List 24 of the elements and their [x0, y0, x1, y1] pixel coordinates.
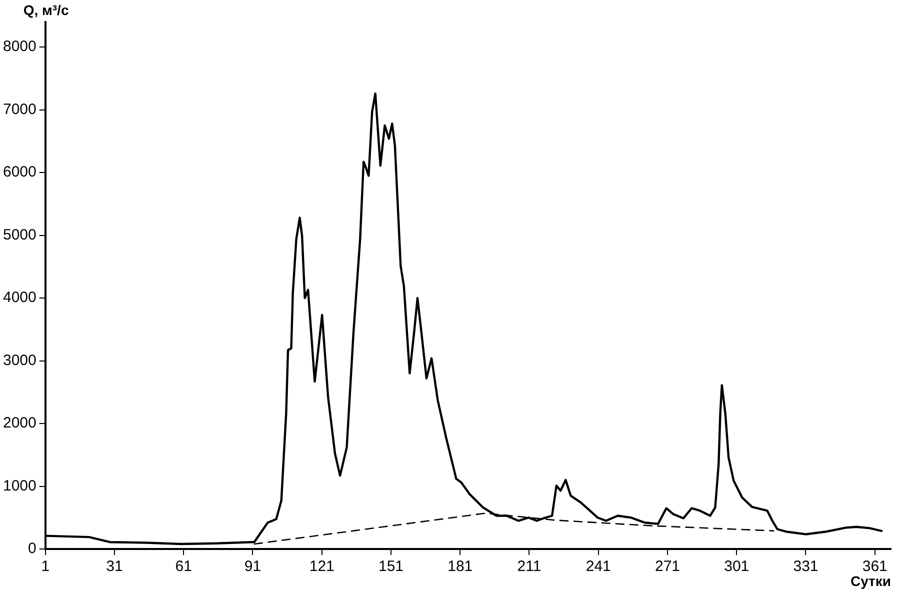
- x-tick-label: 241: [586, 558, 611, 576]
- x-tick-label: 1: [41, 558, 50, 576]
- y-tick-label: 1000: [2, 477, 36, 494]
- y-tick-label: 3000: [2, 352, 36, 369]
- x-tick-label: 331: [793, 558, 818, 576]
- x-tick-label: 181: [448, 558, 473, 576]
- x-tick-label: 271: [654, 558, 680, 576]
- x-tick-label: 31: [106, 558, 123, 576]
- y-tick-label: 5000: [2, 226, 36, 244]
- x-tick-label: 91: [244, 558, 262, 576]
- y-tick-label: 2000: [2, 414, 36, 432]
- x-tick-label: 361: [862, 558, 888, 576]
- y-tick-label: 7000: [2, 100, 36, 118]
- x-tick-label: 61: [175, 558, 192, 576]
- x-tick-label: 211: [517, 558, 542, 576]
- y-axis-title: Q, м³/с: [23, 2, 69, 18]
- x-axis-title: Сутки: [850, 572, 891, 589]
- x-tick-label: 121: [309, 558, 334, 576]
- y-tick-label: 6000: [2, 164, 36, 181]
- y-tick-label: 4000: [2, 289, 36, 306]
- y-tick-label: 0: [28, 540, 36, 558]
- x-tick-label: 301: [724, 558, 750, 576]
- y-tick-label: 8000: [2, 38, 36, 56]
- x-tick-label: 151: [378, 558, 404, 576]
